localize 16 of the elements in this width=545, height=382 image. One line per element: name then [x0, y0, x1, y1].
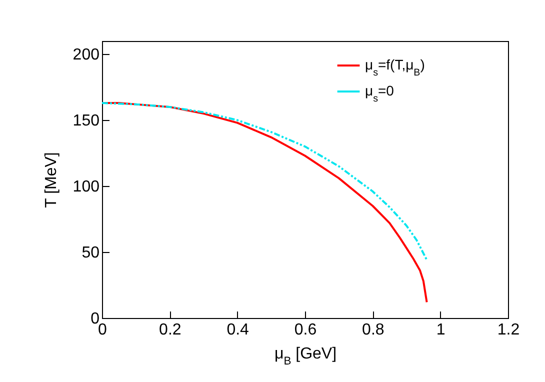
x-tick-label: 1.2 [497, 322, 520, 338]
legend-label: μ$_{s}$=0 [365, 82, 394, 104]
y-tick-label: 0 [90, 310, 100, 328]
line-series [101, 102, 428, 261]
y-tick-label: 100 [72, 178, 100, 196]
y-tick-label: 50 [82, 244, 100, 262]
x-tick-label: 0.4 [226, 322, 250, 338]
x-axis-title: μ$_{B}$ [GeV] [274, 346, 337, 368]
x-tick-label: 0.6 [294, 322, 317, 338]
y-tick-label: 200 [72, 46, 100, 64]
x-tick-label: 0.8 [362, 322, 384, 338]
x-tick-label: 1 [436, 322, 446, 338]
x-tick-label: 0.2 [159, 322, 182, 338]
y-axis-title: T [MeV] [42, 152, 60, 208]
legend-label: μ$_{s}$=f(T,μ$_{B}$) [365, 56, 425, 78]
y-tick-label: 150 [72, 112, 100, 130]
